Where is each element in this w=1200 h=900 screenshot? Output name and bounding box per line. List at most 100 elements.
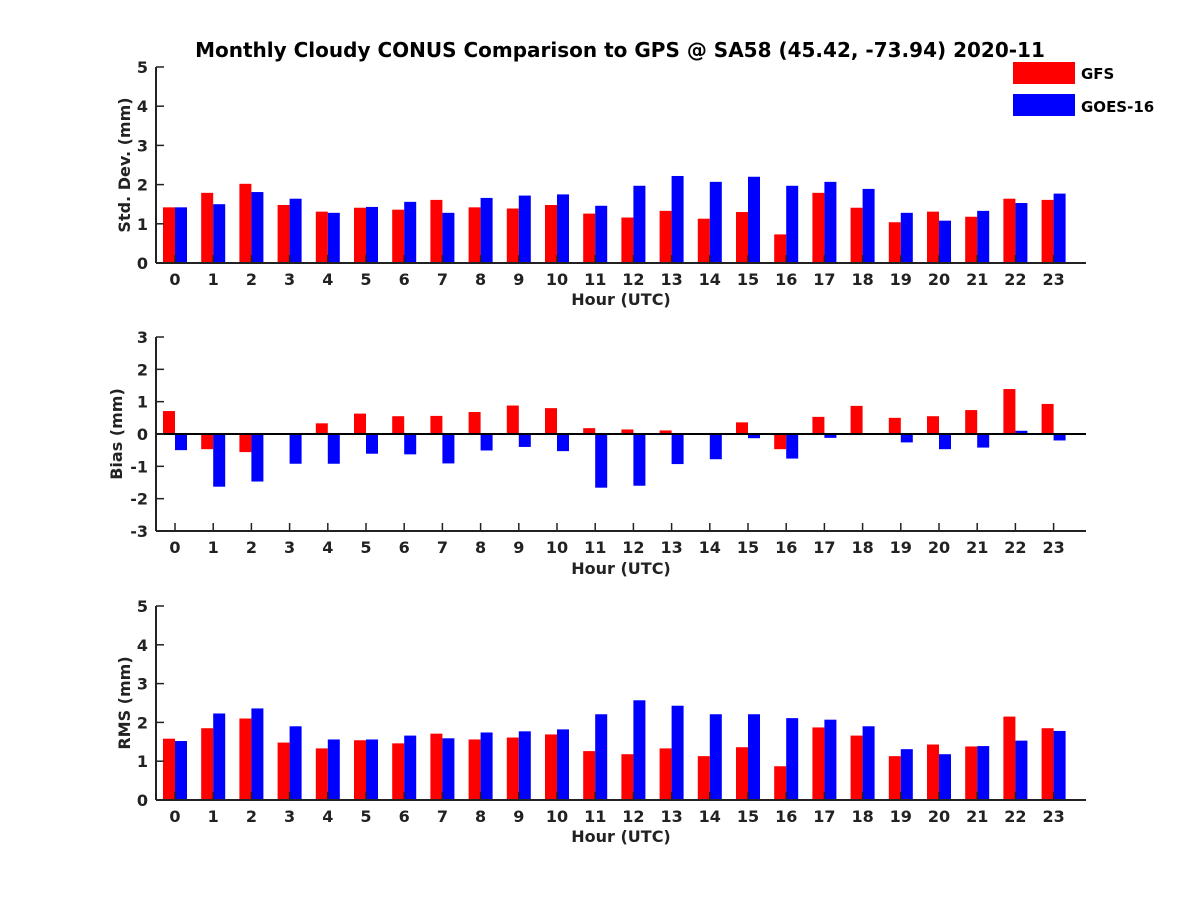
rms-bar-gfs-13 <box>659 748 672 800</box>
rms-x-tick-label: 14 <box>699 807 721 826</box>
std-dev-x-tick-label: 20 <box>928 270 950 289</box>
std-dev-y-tick-label: 4 <box>137 97 148 116</box>
bias-x-tick-label: 1 <box>208 538 219 557</box>
rms-bar-gfs-22 <box>1003 716 1016 800</box>
bias-bar-goes16-23 <box>1053 434 1066 441</box>
std-dev-bar-goes16-1 <box>213 204 226 263</box>
rms-bar-gfs-17 <box>812 727 825 800</box>
std-dev-bar-gfs-10 <box>545 204 557 263</box>
std-dev-bar-gfs-18 <box>850 207 863 263</box>
bias-bar-goes16-11 <box>595 434 608 488</box>
bias-bar-gfs-18 <box>850 405 863 434</box>
bias-bar-gfs-0 <box>163 411 175 434</box>
std-dev-bar-gfs-6 <box>392 209 405 263</box>
bias-bar-gfs-7 <box>430 415 443 434</box>
bias-bar-goes16-14 <box>709 434 722 460</box>
std-dev-y-tick-label: 1 <box>137 215 148 234</box>
std-dev-x-tick-label: 16 <box>775 270 797 289</box>
bias-x-tick-label: 3 <box>284 538 295 557</box>
std-dev-x-tick-label: 2 <box>246 270 257 289</box>
rms-x-tick-label: 22 <box>1004 807 1026 826</box>
std-dev-bar-goes16-6 <box>404 201 417 263</box>
rms-x-tick-label: 17 <box>813 807 835 826</box>
rms-bar-goes16-2 <box>251 708 264 800</box>
bias-bar-gfs-2 <box>239 434 252 453</box>
rms-bar-goes16-7 <box>442 738 455 800</box>
std-dev-bar-goes16-8 <box>480 197 493 263</box>
bias-bar-goes16-9 <box>518 434 531 447</box>
bias-bar-goes16-7 <box>442 434 455 464</box>
bias-y-tick-label: -3 <box>130 522 148 541</box>
bias-x-tick-label: 22 <box>1004 538 1026 557</box>
bias-bar-goes16-22 <box>1015 430 1028 434</box>
bias-bar-goes16-12 <box>633 434 646 486</box>
std-dev-bar-goes16-17 <box>824 181 837 263</box>
std-dev-x-tick-label: 13 <box>660 270 682 289</box>
rms-bar-goes16-20 <box>939 754 951 800</box>
std-dev-x-tick-label: 23 <box>1042 270 1064 289</box>
std-dev-x-tick-label: 1 <box>208 270 219 289</box>
std-dev-x-tick-label: 12 <box>622 270 644 289</box>
bias-bar-goes16-8 <box>480 434 493 451</box>
std-dev-bar-goes16-13 <box>671 175 684 263</box>
rms-x-tick-label: 13 <box>660 807 682 826</box>
bias-bar-goes16-4 <box>327 434 340 464</box>
std-dev-bar-goes16-19 <box>900 212 913 263</box>
rms-bar-gfs-21 <box>965 746 978 800</box>
rms-x-tick-label: 19 <box>890 807 912 826</box>
rms-bar-gfs-12 <box>621 754 634 800</box>
std-dev-bar-gfs-15 <box>736 212 748 263</box>
std-dev-bar-gfs-3 <box>277 204 290 263</box>
rms-bar-gfs-20 <box>927 744 939 800</box>
bias-x-tick-label: 14 <box>699 538 721 557</box>
std-dev-bar-goes16-7 <box>442 212 455 263</box>
bias-bar-goes16-10 <box>557 434 569 452</box>
rms-y-axis-label: RMS (mm) <box>115 656 134 749</box>
std-dev-bar-goes16-5 <box>366 206 378 263</box>
rms-bar-goes16-19 <box>900 749 913 800</box>
rms-bar-gfs-2 <box>239 718 252 800</box>
std-dev-x-axis-label: Hour (UTC) <box>571 290 671 309</box>
bias-bar-gfs-15 <box>736 422 748 434</box>
bias-y-tick-label: 2 <box>137 360 148 379</box>
std-dev-bar-goes16-23 <box>1053 193 1066 263</box>
rms-x-tick-label: 21 <box>966 807 988 826</box>
bias-y-tick-label: -2 <box>130 490 148 509</box>
rms-y-tick-label: 1 <box>137 752 148 771</box>
bias-bar-gfs-20 <box>927 416 939 434</box>
rms-bar-gfs-6 <box>392 743 405 800</box>
rms-bar-goes16-14 <box>709 714 722 800</box>
rms-x-tick-label: 12 <box>622 807 644 826</box>
bias-bar-goes16-13 <box>671 434 684 465</box>
std-dev-bar-gfs-0 <box>163 207 175 263</box>
rms-x-tick-label: 7 <box>437 807 448 826</box>
std-dev-bar-goes16-2 <box>251 192 264 263</box>
bias-bar-goes16-17 <box>824 434 837 438</box>
rms-x-tick-label: 23 <box>1042 807 1064 826</box>
chart-title: Monthly Cloudy CONUS Comparison to GPS @… <box>195 38 1045 62</box>
bias-bar-gfs-13 <box>659 430 672 434</box>
std-dev-bar-goes16-12 <box>633 185 646 263</box>
rms-bar-gfs-9 <box>506 737 519 800</box>
bias-x-tick-label: 9 <box>513 538 524 557</box>
bias-x-tick-label: 10 <box>546 538 568 557</box>
rms-x-axis-label: Hour (UTC) <box>571 827 671 846</box>
std-dev-bar-gfs-14 <box>697 218 710 263</box>
std-dev-bar-goes16-4 <box>327 212 340 263</box>
rms-bar-gfs-18 <box>850 735 863 800</box>
bias-bar-gfs-4 <box>315 423 328 434</box>
rms-bar-gfs-14 <box>697 756 710 800</box>
bias-bar-gfs-12 <box>621 429 634 434</box>
std-dev-bar-goes16-0 <box>175 207 187 263</box>
rms-y-tick-label: 0 <box>137 791 148 810</box>
std-dev-bar-gfs-9 <box>506 208 519 263</box>
std-dev-bar-gfs-1 <box>201 192 214 263</box>
rms-x-tick-label: 1 <box>208 807 219 826</box>
bias-bar-gfs-22 <box>1003 389 1016 434</box>
rms-x-tick-label: 6 <box>399 807 410 826</box>
std-dev-y-tick-label: 0 <box>137 254 148 273</box>
bias-x-tick-label: 17 <box>813 538 835 557</box>
bias-bar-goes16-19 <box>900 434 913 443</box>
rms-bar-goes16-0 <box>175 741 187 800</box>
bias-bar-gfs-19 <box>888 417 901 434</box>
